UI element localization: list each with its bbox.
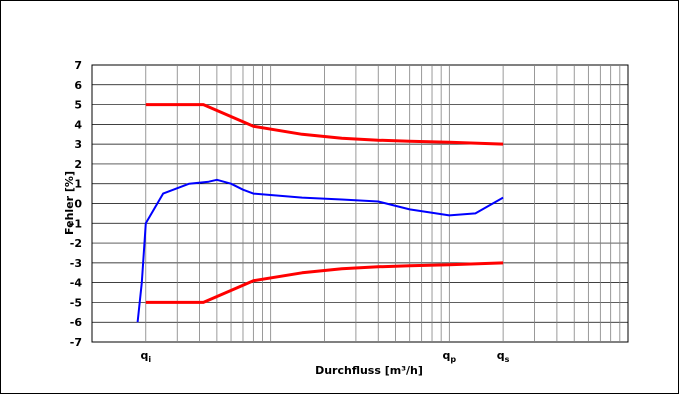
y-tick-label: -4 <box>70 277 83 290</box>
series-line-1 <box>145 261 504 304</box>
y-tick-label: -7 <box>70 336 82 349</box>
x-axis-label: Durchfluss [m³/h] <box>315 364 423 377</box>
y-tick-label: -6 <box>70 316 83 329</box>
series-line-2 <box>136 178 504 323</box>
q-marker-label: qs <box>497 349 510 364</box>
q-marker-label: qi <box>140 349 151 364</box>
y-tick-label: 3 <box>74 138 82 151</box>
grid <box>91 64 629 343</box>
series-line-0 <box>145 103 504 146</box>
y-tick-label: -1 <box>70 217 82 230</box>
x-marker-labels: qi qp qs <box>140 349 509 364</box>
y-tick-label: 0 <box>74 198 82 211</box>
y-tick-label: 5 <box>74 99 82 112</box>
y-tick-labels: 7 6 5 4 3 2 1 0 -1 -2 -3 -4 -5 -6 -7 <box>70 59 83 349</box>
y-axis-label: Fehler [%] <box>63 171 76 235</box>
y-tick-label: -3 <box>70 257 82 270</box>
series-lines <box>136 103 504 323</box>
y-tick-label: -2 <box>70 237 82 250</box>
y-tick-label: 2 <box>74 158 82 171</box>
y-tick-label: 6 <box>74 79 82 92</box>
y-tick-label: 7 <box>74 59 82 72</box>
q-marker-label: qp <box>443 349 457 364</box>
y-tick-label: 1 <box>74 178 82 191</box>
y-tick-label: 4 <box>74 118 82 131</box>
y-tick-label: -5 <box>70 296 82 309</box>
